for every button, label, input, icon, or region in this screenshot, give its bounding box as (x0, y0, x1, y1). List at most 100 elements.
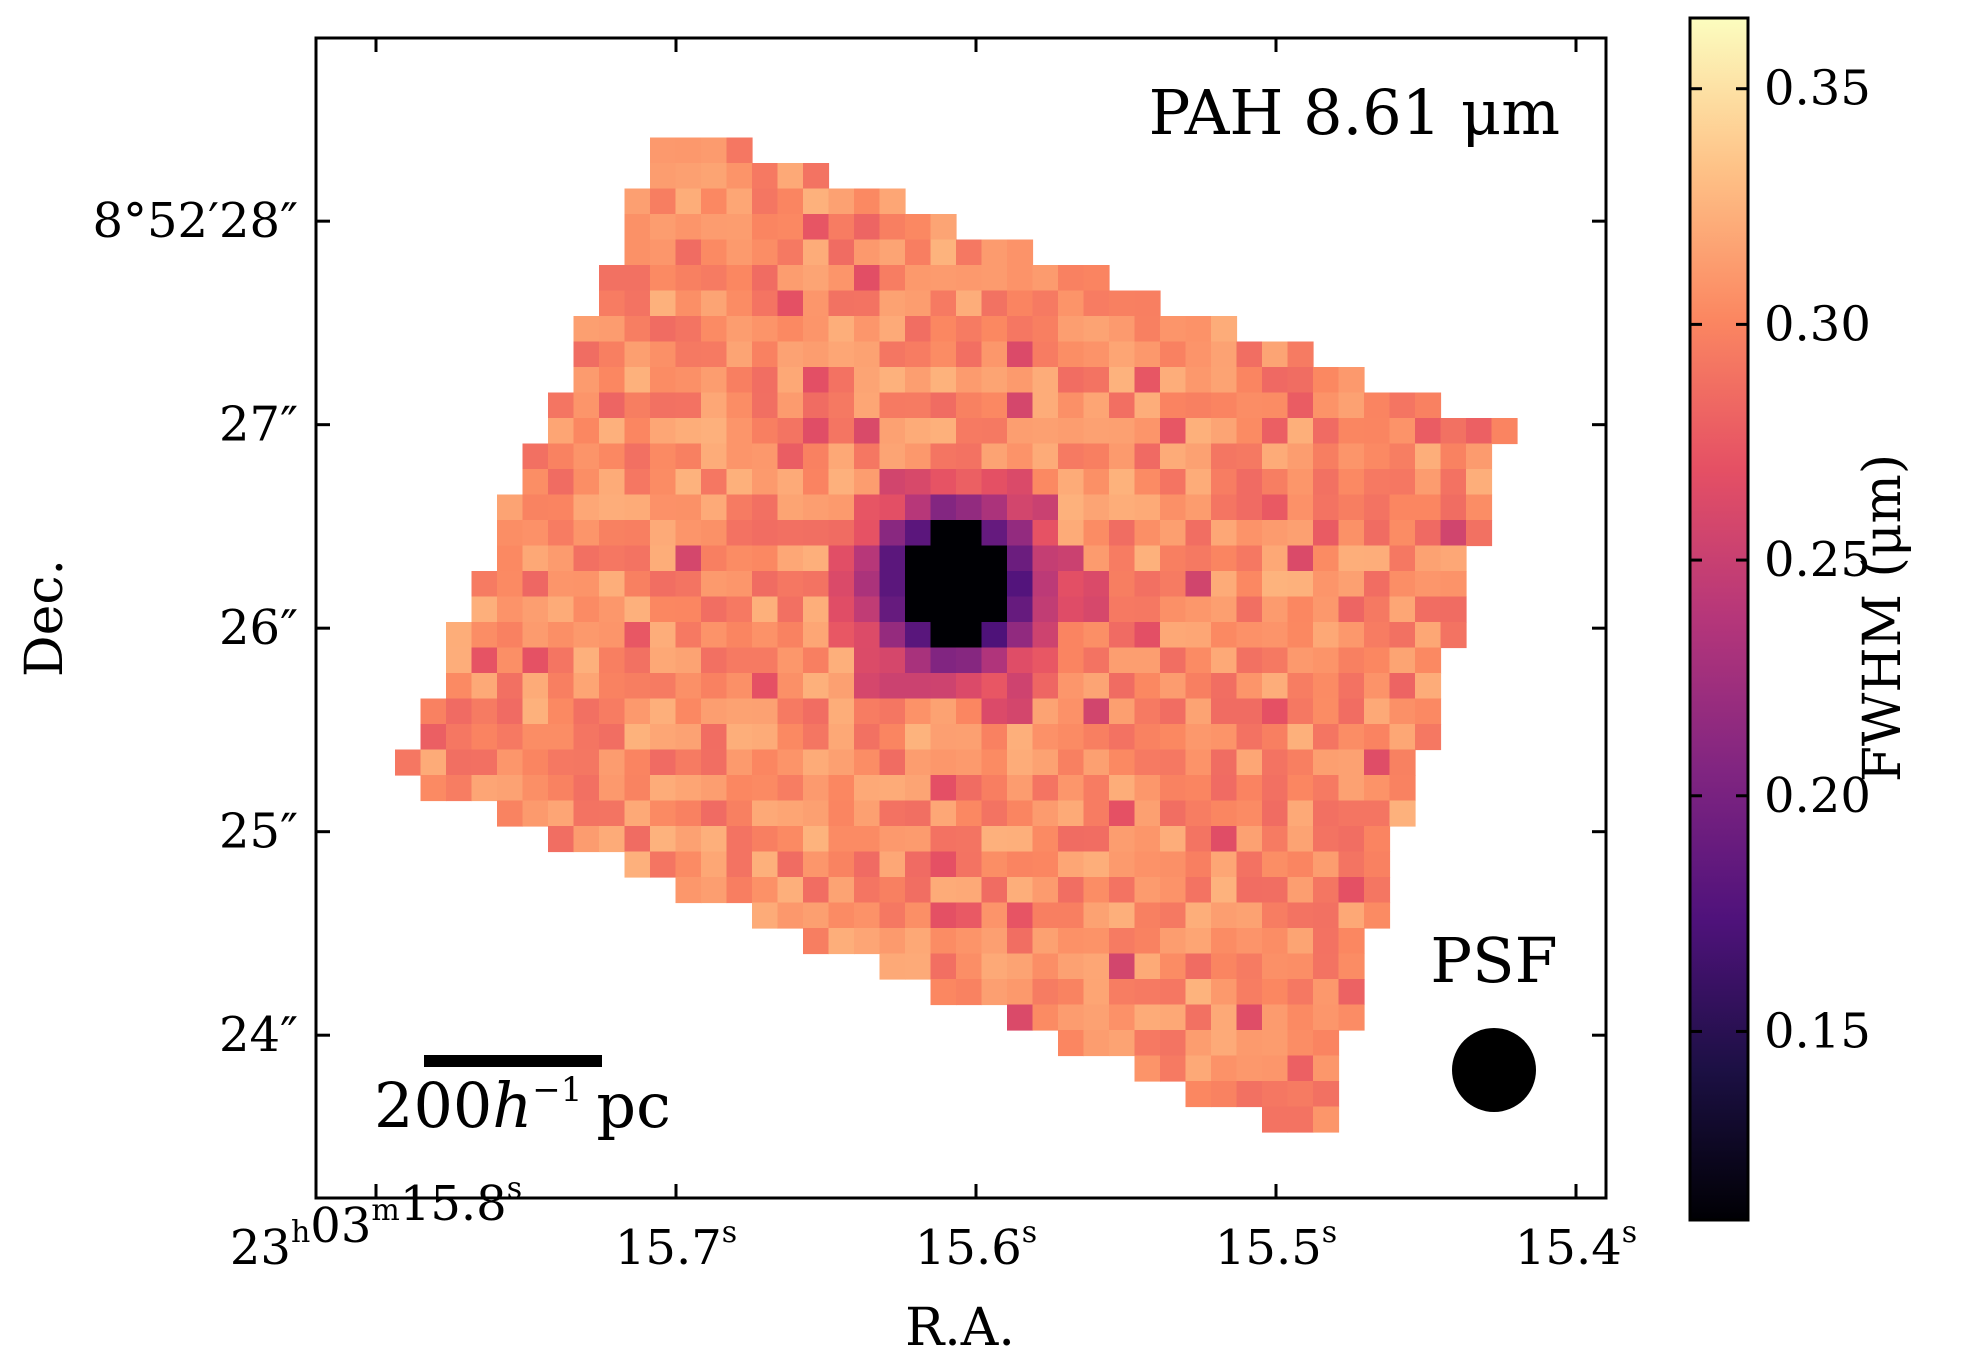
map-pixel (1109, 341, 1136, 368)
map-pixel (1185, 1081, 1212, 1108)
map-pixel (1415, 520, 1442, 547)
map-pixel (1109, 749, 1136, 776)
map-pixel (1134, 571, 1161, 598)
map-pixel (1211, 775, 1238, 802)
map-pixel (650, 367, 677, 394)
map-pixel (1440, 596, 1467, 623)
map-pixel (522, 520, 549, 547)
map-pixel (1007, 571, 1034, 598)
map-pixel (803, 341, 830, 368)
map-pixel (1313, 1055, 1340, 1082)
map-pixel (1058, 902, 1085, 929)
map-pixel (1236, 392, 1263, 419)
map-pixel (624, 749, 651, 776)
map-pixel (1083, 316, 1110, 343)
map-pixel (726, 290, 753, 317)
map-pixel (1185, 928, 1212, 955)
map-pixel (981, 979, 1008, 1006)
map-pixel (1236, 494, 1263, 521)
map-pixel (930, 494, 957, 521)
map-pixel (599, 826, 626, 853)
map-pixel (1364, 826, 1391, 853)
map-pixel (573, 545, 600, 572)
map-pixel (879, 443, 906, 470)
map-pixel (1287, 367, 1314, 394)
map-pixel (1211, 928, 1238, 955)
map-pixel (854, 290, 881, 317)
colorbar-label: FWHM (μm) (1853, 454, 1913, 782)
map-pixel (956, 443, 983, 470)
colorbar-tick-label: 0.20 (1764, 768, 1871, 824)
y-tick-label: 25″ (219, 804, 298, 860)
map-pixel (1364, 902, 1391, 929)
x-tick-label: 15.6s (915, 1215, 1037, 1276)
map-pixel (573, 443, 600, 470)
map-pixel (1007, 826, 1034, 853)
map-pixel (1083, 902, 1110, 929)
map-pixel (1236, 698, 1263, 725)
map-pixel (1211, 1004, 1238, 1031)
map-pixel (879, 902, 906, 929)
map-pixel (675, 392, 702, 419)
map-pixel (879, 800, 906, 827)
map-pixel (573, 826, 600, 853)
map-pixel (1134, 928, 1161, 955)
map-pixel (1389, 596, 1416, 623)
map-pixel (1058, 698, 1085, 725)
map-pixel (1236, 826, 1263, 853)
map-pixel (930, 647, 957, 674)
map-pixel (1007, 545, 1034, 572)
map-pixel (752, 698, 779, 725)
x-tick-label: 15.4s (1515, 1215, 1637, 1276)
map-pixel (701, 367, 728, 394)
map-pixel (1134, 545, 1161, 572)
map-pixel (956, 673, 983, 700)
map-pixel (879, 749, 906, 776)
map-pixel (522, 647, 549, 674)
map-pixel (981, 239, 1008, 266)
map-pixel (905, 290, 932, 317)
map-pixel (1262, 902, 1289, 929)
map-pixel (1211, 826, 1238, 853)
map-pixel (981, 290, 1008, 317)
map-pixel (1083, 418, 1110, 445)
map-pixel (1236, 953, 1263, 980)
map-pixel (548, 749, 575, 776)
map-pixel (1185, 1055, 1212, 1082)
map-pixel (1262, 928, 1289, 955)
map-pixel (701, 137, 728, 164)
map-pixel (803, 673, 830, 700)
map-pixel (599, 749, 626, 776)
map-pixel (1134, 800, 1161, 827)
map-pixel (1032, 494, 1059, 521)
map-pixel (1338, 571, 1365, 598)
map-pixel (956, 979, 983, 1006)
map-pixel (599, 316, 626, 343)
map-pixel (624, 341, 651, 368)
map-pixel (650, 571, 677, 598)
psf-label: PSF (1430, 924, 1557, 997)
map-pixel (828, 392, 855, 419)
map-pixel (752, 622, 779, 649)
map-pixel (1032, 1004, 1059, 1031)
map-pixel (930, 239, 957, 266)
map-pixel (905, 775, 932, 802)
map-pixel (1262, 749, 1289, 776)
map-pixel (1185, 392, 1212, 419)
map-pixel (752, 520, 779, 547)
map-pixel (1185, 1004, 1212, 1031)
y-axis-ticks: 8°52′28″ 27″ 26″ 25″ 24″ (92, 193, 1606, 1063)
map-pixel (573, 571, 600, 598)
map-pixel (854, 724, 881, 751)
map-pixel (599, 545, 626, 572)
map-pixel (752, 316, 779, 343)
map-pixel (1109, 622, 1136, 649)
map-pixel (1338, 494, 1365, 521)
map-pixel (1287, 851, 1314, 878)
map-pixel (1415, 571, 1442, 598)
map-pixel (1211, 392, 1238, 419)
map-pixel (854, 392, 881, 419)
map-pixel (956, 877, 983, 904)
map-pixel (828, 469, 855, 496)
map-pixel (650, 494, 677, 521)
